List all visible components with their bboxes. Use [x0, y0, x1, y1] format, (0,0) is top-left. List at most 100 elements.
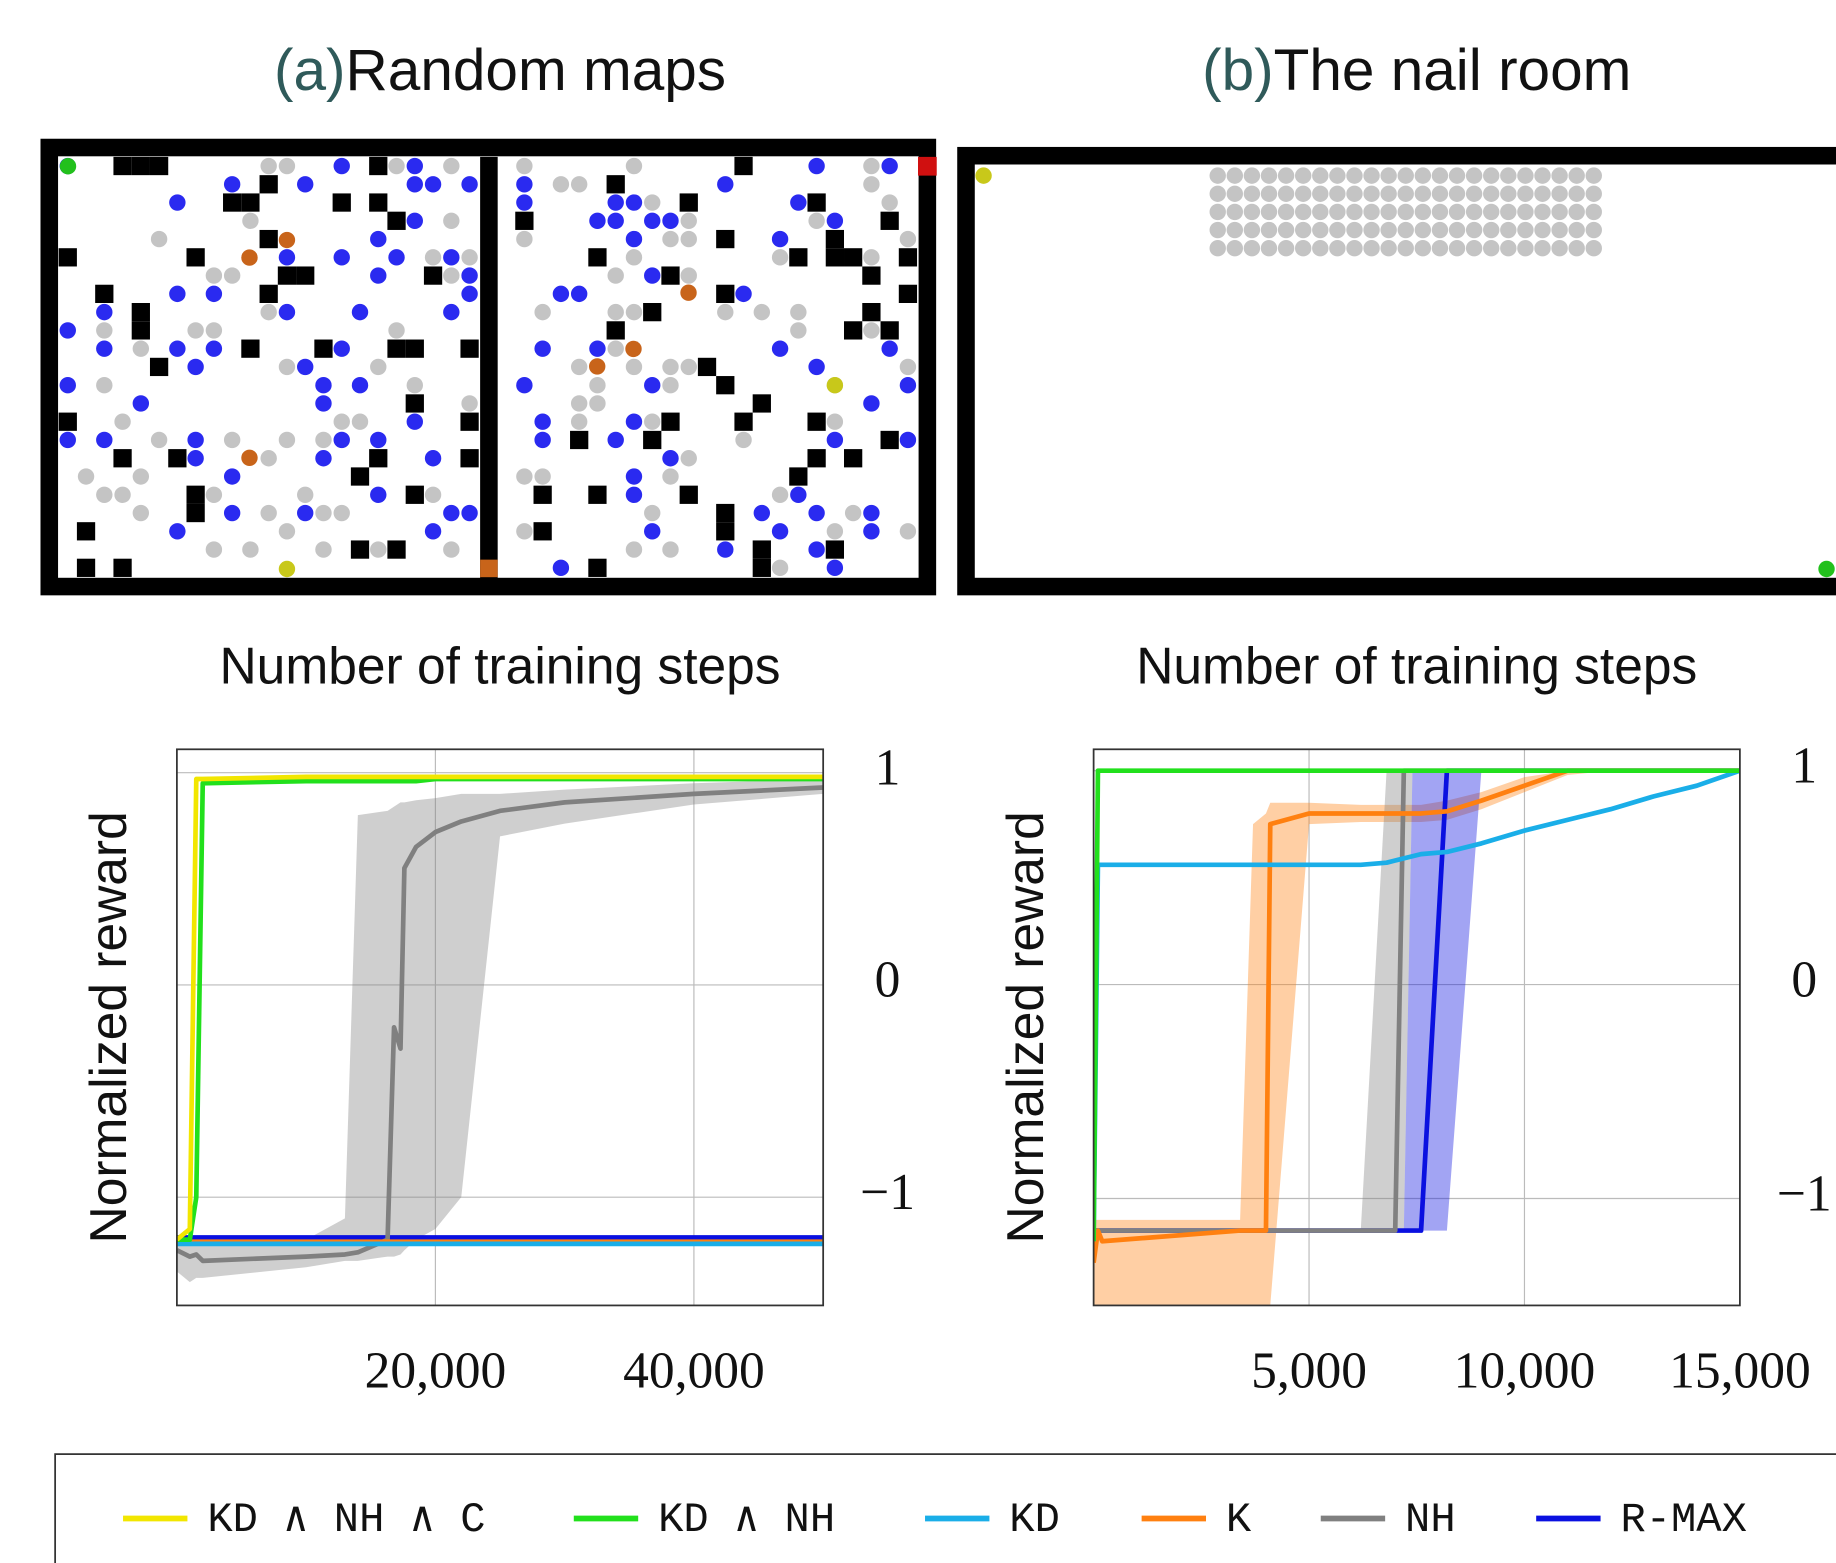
map-dot — [443, 249, 460, 266]
map-dot — [570, 395, 588, 412]
map-dot — [644, 212, 661, 230]
map-block — [752, 558, 771, 577]
map-dot — [662, 468, 679, 485]
map-dot — [278, 249, 296, 266]
map-dot — [370, 230, 387, 248]
map-dot — [790, 486, 807, 503]
map-dot — [1483, 240, 1500, 257]
map-block — [679, 193, 698, 212]
map-dot — [1431, 203, 1449, 221]
map-dot — [1209, 185, 1226, 202]
legend-label: KD — [1009, 1496, 1060, 1544]
map-block — [880, 211, 899, 230]
map-block — [241, 339, 260, 358]
map-dot — [644, 194, 661, 211]
map-dot — [1517, 185, 1534, 202]
y-axis-title: Normalized reward — [79, 811, 137, 1243]
map-dot — [187, 322, 204, 339]
y-tick-label: 0 — [875, 952, 901, 1009]
map-block — [716, 229, 735, 249]
map-dot — [333, 249, 350, 266]
map-dot — [1277, 185, 1295, 202]
map-dot — [1243, 240, 1261, 257]
map-dot — [1568, 185, 1585, 202]
map-dot — [1465, 240, 1483, 257]
map-dot — [534, 468, 551, 485]
map-dot — [1500, 240, 1517, 257]
map-dot — [680, 267, 697, 284]
map-block — [149, 156, 169, 176]
map-dot — [1585, 167, 1602, 184]
map-dot — [1209, 203, 1226, 221]
legend-label: KD ∧ NH ∧ C — [207, 1496, 485, 1544]
map-block — [789, 248, 808, 267]
y-tick-label: 1 — [875, 739, 901, 796]
map-dot — [223, 176, 241, 193]
map-dot — [1568, 203, 1585, 221]
map-block — [880, 430, 899, 450]
map-dot — [1465, 221, 1483, 239]
map-dot — [625, 541, 643, 558]
map-block — [734, 156, 753, 176]
map-dot — [863, 504, 880, 522]
map-dot — [570, 176, 588, 193]
map-dot — [333, 431, 350, 449]
map-block — [825, 248, 845, 267]
map-block — [679, 485, 698, 504]
map-dot — [662, 376, 679, 394]
map-dot — [808, 541, 825, 558]
line — [176, 785, 824, 1264]
map-dot — [771, 230, 789, 248]
map-dot — [77, 468, 95, 485]
map-dot — [625, 230, 643, 248]
map-dot — [607, 303, 624, 321]
panel-name: Random maps — [346, 38, 727, 103]
map-dot — [1346, 203, 1363, 221]
map-dot — [187, 450, 204, 467]
panel-title: (a)Random maps — [274, 38, 726, 103]
map-dot — [644, 267, 661, 284]
x-tick-label: 10,000 — [1454, 1343, 1596, 1400]
map-block — [277, 266, 297, 285]
map-dot — [406, 212, 423, 230]
map-block — [588, 485, 607, 504]
map-dot — [96, 486, 113, 503]
map-block — [734, 412, 753, 431]
map-dot — [1226, 185, 1244, 202]
map-block — [296, 266, 315, 285]
map-block — [716, 522, 735, 541]
map-dot — [1260, 185, 1278, 202]
map-dot — [863, 322, 880, 339]
map-dot — [899, 230, 917, 248]
map-block — [223, 193, 242, 212]
map-block — [807, 193, 826, 212]
y-tick-label: −1 — [860, 1164, 915, 1221]
panel-label: (b) — [1202, 38, 1274, 103]
map-dot — [461, 249, 478, 266]
map-dot — [1500, 185, 1517, 202]
map-block — [588, 248, 607, 267]
map-dot — [826, 431, 844, 449]
map-block — [259, 284, 278, 303]
map-dot — [1517, 203, 1534, 221]
map-dot — [625, 358, 643, 376]
map-dot — [187, 431, 204, 449]
map-dot — [1312, 185, 1329, 202]
map-dot — [351, 376, 369, 394]
map-dot — [1431, 221, 1449, 239]
map-dot — [1431, 185, 1449, 202]
map-dot — [826, 559, 844, 577]
map-dot — [844, 504, 862, 522]
map-dot — [205, 486, 223, 503]
map-dot — [1363, 185, 1380, 202]
map-dot — [826, 523, 844, 540]
band — [176, 779, 824, 1283]
map-dot — [169, 194, 186, 211]
legend-box — [54, 1453, 1836, 1563]
map-dot — [717, 176, 734, 193]
map-dot — [1500, 167, 1517, 184]
map-block — [807, 449, 826, 468]
map-dot — [1500, 221, 1517, 239]
map-dot — [1226, 203, 1244, 221]
map-dot — [1431, 167, 1449, 184]
